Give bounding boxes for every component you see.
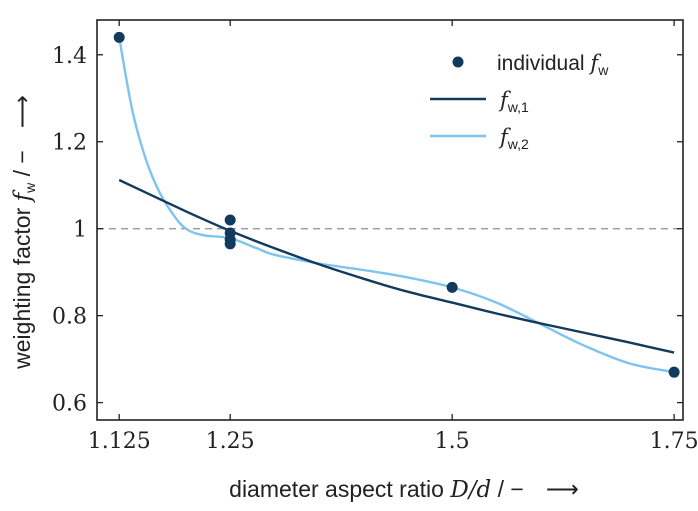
data-point bbox=[668, 366, 680, 378]
legend-label-individual-sub: w bbox=[597, 62, 609, 78]
series-line-fw2 bbox=[118, 37, 675, 374]
y-tick-label: 0.6 bbox=[52, 392, 87, 417]
series-layer bbox=[113, 31, 680, 378]
y-tick-label: 1.2 bbox=[52, 131, 87, 156]
y-axis-label: weighting factor fw / − ⟶ bbox=[9, 95, 38, 370]
data-point bbox=[446, 281, 458, 293]
x-axis-label-unit: / − bbox=[491, 476, 524, 502]
x-tick-label: 1.5 bbox=[435, 429, 470, 454]
series-line-fw1 bbox=[118, 178, 675, 354]
x-axis-label-text: diameter aspect ratio bbox=[229, 476, 450, 502]
legend-label-fw1: fw,1 bbox=[498, 88, 529, 115]
data-point bbox=[113, 31, 125, 43]
y-axis-label-unit: / − bbox=[9, 150, 35, 183]
y-axis-arrow-icon: ⟶ bbox=[9, 95, 35, 128]
legend-marker-individual bbox=[452, 56, 464, 68]
y-tick-label: 0.8 bbox=[52, 305, 87, 330]
x-axis-label-math: D/d bbox=[449, 477, 491, 503]
legend-label-fw1-math: f bbox=[498, 88, 511, 112]
x-tick-label: 1.125 bbox=[88, 429, 151, 454]
plot-frame bbox=[96, 19, 684, 421]
legend-label-individual-text: individual bbox=[497, 52, 590, 75]
y-tick-label: 1 bbox=[73, 218, 87, 243]
legend-label-fw1-sub: w,1 bbox=[507, 99, 529, 115]
legend-label-fw2-sub: w,2 bbox=[507, 136, 529, 152]
y-tick-label: 1.4 bbox=[52, 44, 87, 69]
legend: individual fw fw,1 fw,2 bbox=[430, 51, 609, 152]
data-point bbox=[224, 214, 236, 226]
legend-label-fw2-math: f bbox=[498, 125, 511, 149]
y-axis-label-math: f bbox=[10, 189, 36, 203]
legend-label-fw2: fw,2 bbox=[498, 125, 529, 152]
data-point bbox=[224, 238, 236, 250]
y-axis-label-text: weighting factor bbox=[9, 201, 35, 369]
x-axis-arrow-icon: ⟶ bbox=[546, 476, 579, 502]
tick-layer: 1.125 1.25 1.5 1.75 0.6 0.8 1 1.2 1.4 bbox=[52, 20, 698, 454]
legend-label-individual: individual fw bbox=[497, 51, 609, 78]
x-axis-label: diameter aspect ratio D/d / − ⟶ bbox=[229, 476, 579, 503]
x-tick-label: 1.75 bbox=[650, 429, 698, 454]
x-tick-label: 1.25 bbox=[206, 429, 255, 454]
legend-label-individual-math: f bbox=[588, 51, 601, 75]
y-axis-label-sub: w bbox=[22, 182, 38, 194]
